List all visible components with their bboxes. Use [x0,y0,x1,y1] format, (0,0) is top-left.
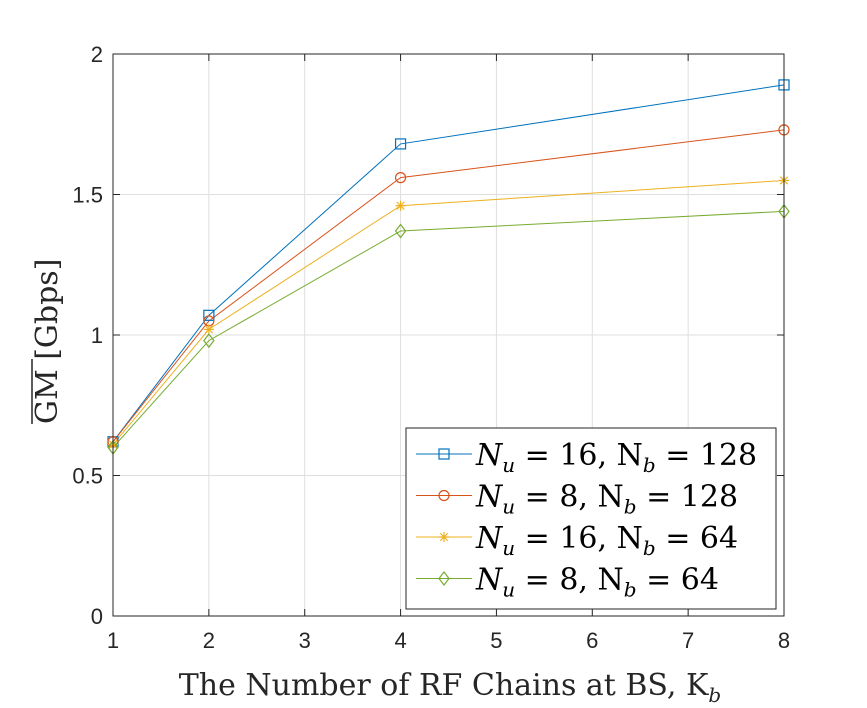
x-tick-label: 3 [299,628,311,653]
data-point [394,138,407,150]
data-point [203,324,214,335]
y-axis-label-text: GM [Gbps] [30,259,65,424]
axis-ticks [112,53,785,617]
data-point [394,223,407,239]
series-line-2 [112,129,785,443]
y-tick-label: 0.5 [72,464,103,489]
y-tick-label: 2 [91,42,103,67]
series-line-3 [112,179,785,445]
legend-marker [438,448,450,460]
x-tick-label: 1 [107,628,119,653]
series-line-4 [112,210,785,448]
x-tick-label: 2 [203,628,215,653]
x-tick-label: 4 [394,628,406,653]
legend-marker [438,571,450,586]
data-point [203,333,215,349]
y-tick-label: 0 [91,604,103,629]
tick-labels: 1 2 3 4 5 6 7 8 0 0.5 1 1.5 2 [72,42,790,653]
x-tick-label: 5 [490,628,502,653]
x-axis-label: The Number of RF Chains at BS, Kb [179,668,721,707]
legend-label: Nu = 8, Nb = 64 [475,563,719,602]
legend-label: Nu = 16, Nb = 64 [475,521,738,560]
data-point [203,309,215,321]
legend-marker [438,489,450,502]
y-tick-label: 1.5 [72,183,103,208]
legend-marker [439,532,449,542]
x-tick-label: 8 [778,628,790,653]
x-tick-label: 6 [586,628,598,653]
series-line-1 [112,84,785,443]
y-tick-label: 1 [91,323,103,348]
legend-label: Nu = 16, Nb = 128 [475,438,757,477]
data-point [394,172,407,184]
legend-label: Nu = 8, Nb = 128 [475,480,738,519]
data-point [395,200,406,211]
series-lines [112,84,785,448]
y-axis-label: GM [Gbps] [30,259,65,424]
x-tick-label: 7 [682,628,694,653]
